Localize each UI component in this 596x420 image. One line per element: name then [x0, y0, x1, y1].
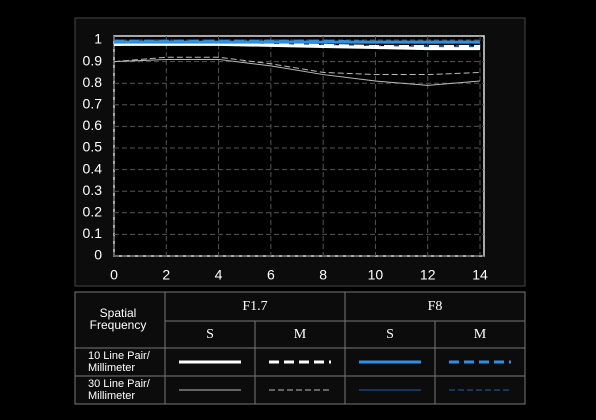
y-tick-label: 0.9 — [83, 52, 103, 68]
x-tick-label: 10 — [368, 267, 384, 283]
y-tick-label: 0.2 — [83, 204, 103, 220]
x-tick-label: 4 — [215, 267, 223, 283]
y-tick-label: 0.4 — [83, 160, 103, 176]
table-lines — [75, 292, 525, 404]
x-tick-label: 14 — [472, 267, 488, 283]
row-label: 10 Line Pair/Millimeter — [88, 350, 151, 374]
y-tick-label: 0.7 — [83, 96, 103, 112]
series-line — [113, 58, 481, 86]
sub-header: S — [206, 327, 214, 342]
group-header: F8 — [428, 299, 443, 314]
row-label: 30 Line Pair/Millimeter — [88, 378, 151, 402]
x-tick-label: 0 — [110, 267, 118, 283]
sub-header: M — [294, 327, 307, 342]
y-tick-label: 0 — [94, 247, 102, 263]
table-corner: Spatial Frequency — [90, 306, 147, 332]
x-tick-label: 2 — [162, 267, 170, 283]
y-tick-label: 0.8 — [83, 74, 103, 90]
y-tick-label: 1 — [94, 31, 102, 47]
x-tick-label: 6 — [267, 267, 275, 283]
y-tick-label: 0.1 — [83, 225, 103, 241]
group-header: F1.7 — [242, 299, 267, 314]
y-tick-label: 0.6 — [83, 117, 103, 133]
plot-area — [113, 35, 485, 257]
x-tick-label: 12 — [420, 267, 436, 283]
y-tick-label: 0.5 — [83, 139, 103, 155]
y-tick-label: 0.3 — [83, 182, 103, 198]
sub-header: M — [474, 327, 487, 342]
x-tick-label: 8 — [319, 267, 327, 283]
sub-header: S — [386, 327, 394, 342]
series-line — [114, 39, 480, 44]
series-line — [113, 56, 481, 76]
